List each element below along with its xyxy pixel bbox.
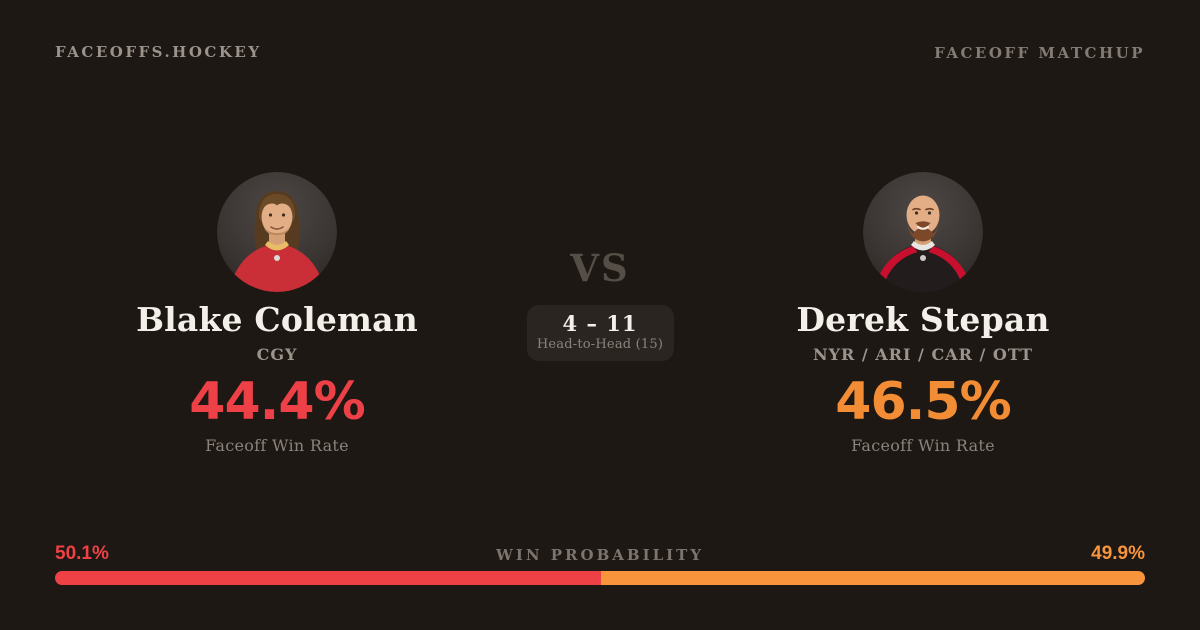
- matchup-center-section: VS 4 – 11 Head-to-Head (15): [480, 250, 720, 361]
- win-probability-bar: [55, 571, 1145, 585]
- right-win-rate: 46.5%: [835, 371, 1011, 432]
- right-player-teams: NYR / ARI / CAR / OTT: [812, 344, 1034, 364]
- left-win-rate: 44.4%: [189, 371, 365, 432]
- right-player-avatar: [863, 172, 983, 292]
- left-player-name: Blake Coleman: [136, 300, 418, 339]
- brand-logo-text: FACEOFFS.HOCKEY: [55, 43, 262, 61]
- right-player-section: Derek Stepan NYR / ARI / CAR / OTT 46.5%…: [723, 172, 1123, 455]
- head-to-head-label: Head-to-Head (15): [536, 337, 664, 353]
- left-win-rate-label: Faceoff Win Rate: [205, 435, 349, 455]
- page-title: FACEOFF MATCHUP: [934, 44, 1145, 62]
- win-probability-bar-right-segment: [601, 571, 1145, 585]
- right-win-rate-label: Faceoff Win Rate: [851, 435, 995, 455]
- blake-coleman-photo-icon: [217, 172, 337, 292]
- win-probability-label: WIN PROBABILITY: [495, 546, 705, 564]
- left-player-section: Blake Coleman CGY 44.4% Faceoff Win Rate: [77, 172, 477, 455]
- win-probability-bar-left-segment: [55, 571, 602, 585]
- win-probability-left-value: 50.1%: [55, 543, 109, 564]
- vs-label: VS: [570, 246, 630, 290]
- right-player-name: Derek Stepan: [796, 300, 1050, 339]
- derek-stepan-photo-icon: [863, 172, 983, 292]
- win-probability-right-value: 49.9%: [1091, 543, 1145, 564]
- head-to-head-score: 4 – 11: [562, 311, 638, 336]
- head-to-head-box: 4 – 11 Head-to-Head (15): [526, 305, 674, 361]
- left-player-teams: CGY: [256, 344, 298, 364]
- left-player-avatar: [217, 172, 337, 292]
